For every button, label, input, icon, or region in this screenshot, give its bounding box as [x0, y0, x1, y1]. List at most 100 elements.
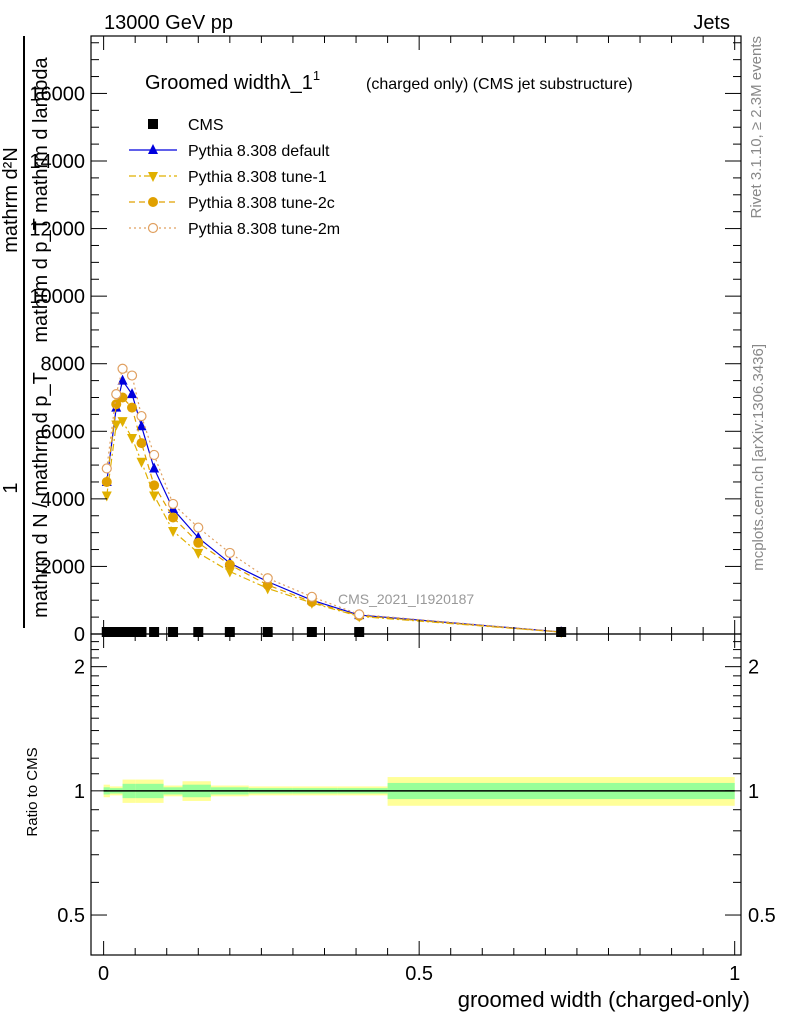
data-point: [193, 537, 204, 548]
legend-marker: [148, 119, 158, 129]
series-pythia-8-308-tune-2m: [101, 363, 567, 638]
x-tick-label: 0: [98, 963, 109, 985]
data-point: [224, 547, 235, 559]
data-point: [168, 526, 179, 537]
data-point: [168, 512, 179, 523]
y-tick-label: 4000: [41, 489, 86, 511]
ratio-tick-label: 0.5: [57, 905, 85, 927]
analysis-tag: CMS_2021_I1920187: [338, 591, 474, 607]
data-point: [262, 573, 273, 584]
data-point: [117, 363, 128, 374]
y-tick-label: 12000: [29, 219, 85, 241]
y-tick-label: 6000: [41, 421, 86, 443]
legend-marker: [147, 222, 159, 234]
data-point: [167, 498, 179, 510]
axes-layer: 0 2000 4000 6000 8000 10000 12000 14000 16000 0 0.…: [29, 35, 776, 985]
data-point: [149, 480, 160, 491]
data-point: [262, 627, 273, 637]
ratio-bands: [103, 777, 735, 806]
data-point: [354, 627, 365, 637]
plot-title: Groomed widthλ_11: [145, 68, 320, 94]
ratio-tick-label: 1: [748, 781, 759, 803]
data-point: [136, 457, 147, 468]
data-point: [101, 491, 112, 502]
data-point: [556, 627, 567, 637]
series-cms: [101, 627, 567, 637]
y-axis-title-prefactor-bottom: mathrm d N / mathrm d p_T: [30, 372, 52, 618]
ratio-tick-label: 1: [74, 781, 85, 803]
data-point: [193, 522, 204, 533]
legend-entry: Pythia 8.308 tune-2m: [129, 221, 340, 238]
plot-title-main: Groomed widthλ_1: [145, 72, 313, 94]
data-point: [127, 402, 138, 413]
ratio-tick-label: 2: [748, 657, 759, 679]
data-point: [224, 567, 235, 578]
legend-label: Pythia 8.308 tune-2m: [188, 221, 340, 238]
y-axis-title-numerator: mathrm d²N: [0, 147, 22, 253]
legend-label: Pythia 8.308 default: [188, 143, 330, 160]
data-point: [193, 548, 204, 559]
y-axis-title-prefactor-top: 1: [0, 482, 22, 493]
data-point: [111, 420, 122, 431]
ratio-tick-label: 2: [74, 657, 85, 679]
data-point: [149, 627, 160, 637]
data-point: [149, 491, 160, 502]
legend-label: Pythia 8.308 tune-2c: [188, 195, 335, 212]
legend-label: Pythia 8.308 tune-1: [188, 169, 327, 186]
legend: CMS Pythia 8.308 default Pythia 8.308 tune…: [129, 117, 340, 238]
data-point: [306, 591, 317, 602]
data-point: [117, 417, 128, 428]
data-point: [126, 370, 138, 381]
y-tick-label: 10000: [29, 286, 85, 308]
y-axis-title-denominator: mathrm d p_T mathrm d lambda: [30, 56, 52, 342]
data-point: [127, 434, 138, 445]
y-tick-label: 2000: [41, 556, 86, 578]
legend-entry: Pythia 8.308 default: [129, 143, 330, 160]
series-pythia-8-308-tune-1: [101, 417, 567, 639]
ratio-axis-title: Ratio to CMS: [24, 747, 41, 836]
plot-title-superscript: 1: [313, 68, 320, 83]
data-point: [354, 609, 365, 620]
x-tick-label: 1: [729, 963, 740, 985]
y-axis-title: mathrm d²N mathrm d p_T mathrm d lambda …: [0, 36, 52, 628]
rivet-version-label: Rivet 3.1.10, ≥ 2.3M events: [748, 36, 765, 219]
data-point: [111, 389, 122, 400]
x-tick-label: 0.5: [405, 963, 433, 985]
y-tick-label: 8000: [41, 354, 86, 376]
energy-label: 13000 GeV pp: [104, 12, 233, 34]
legend-label: CMS: [188, 117, 224, 134]
legend-entry: Pythia 8.308 tune-2c: [129, 195, 335, 212]
series-pythia-8-308-tune-2c: [101, 392, 567, 638]
data-point: [111, 399, 122, 410]
x-axis-title: groomed width (charged-only): [458, 987, 750, 1012]
data-point: [127, 388, 138, 399]
mcplots-label: mcplots.cern.ch [arXiv:1306.3436]: [750, 344, 767, 571]
data-point: [117, 374, 128, 385]
data-point: [127, 627, 138, 637]
legend-marker: [148, 144, 158, 154]
data-point: [117, 627, 128, 637]
data-point: [136, 420, 147, 431]
series-layer: [101, 363, 567, 639]
y-tick-label: 0: [74, 624, 85, 646]
data-point: [101, 476, 112, 487]
plot-subtitle: (charged only) (CMS jet substructure): [366, 76, 633, 93]
legend-entry: Pythia 8.308 tune-1: [129, 169, 327, 186]
data-point: [168, 627, 179, 637]
ratio-tick-label: 0.5: [748, 905, 776, 927]
data-point: [306, 627, 317, 637]
legend-marker: [148, 172, 158, 182]
data-point: [101, 463, 112, 474]
data-point: [136, 438, 147, 449]
legend-marker: [148, 197, 158, 207]
data-point: [136, 627, 147, 637]
data-point: [224, 559, 235, 570]
process-label: Jets: [693, 12, 730, 34]
legend-entry: CMS: [148, 117, 224, 134]
data-point: [149, 449, 160, 461]
data-point: [111, 627, 122, 637]
series-line: [106, 420, 562, 633]
data-point: [149, 462, 160, 473]
data-point: [101, 627, 112, 637]
